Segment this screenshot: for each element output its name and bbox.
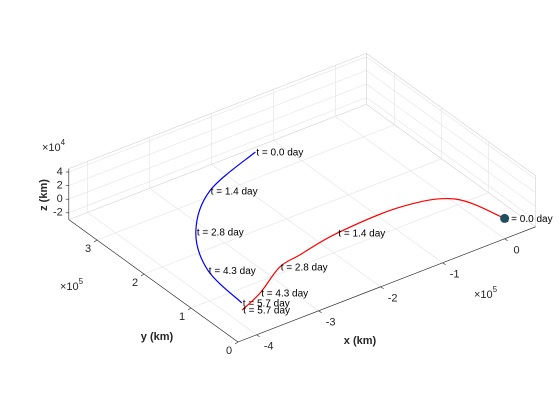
box-edge <box>68 104 367 220</box>
z-tick-label: 0 <box>57 193 63 205</box>
y-multiplier-exponent: 5 <box>79 277 84 286</box>
z-multiplier-base: ×10 <box>42 142 61 154</box>
grid-line <box>68 83 367 200</box>
y-tick-label: 1 <box>179 311 185 323</box>
z-tick-label: -2 <box>53 207 63 219</box>
x-tick-label: -3 <box>326 317 336 329</box>
grid-line <box>366 97 536 221</box>
time-label: t = 0.0 day <box>506 214 553 225</box>
z-multiplier-exponent: 4 <box>61 138 66 147</box>
x-axis-label: x (km) <box>344 335 377 347</box>
time-label: t = 1.4 day <box>211 187 258 198</box>
trajectory <box>195 151 256 304</box>
grid-line <box>68 97 367 214</box>
grid-line <box>96 124 395 241</box>
grid-line <box>143 158 442 275</box>
x-tick <box>256 334 260 338</box>
grid-line <box>366 56 536 180</box>
time-label: t = 4.3 day <box>261 289 308 300</box>
time-label: t = 5.7 day <box>243 306 290 317</box>
time-label: t = 2.8 day <box>197 228 244 239</box>
grid-line <box>190 192 489 309</box>
z-tick-label: 4 <box>57 166 63 178</box>
y-tick-label: 0 <box>226 345 232 357</box>
y-tick <box>234 341 239 345</box>
y-axis-label: y (km) <box>141 331 174 343</box>
y-tick-label: 2 <box>132 277 138 289</box>
x-tick <box>380 286 384 290</box>
earth-marker <box>500 213 510 223</box>
x-tick-label: -4 <box>264 341 274 353</box>
x-tick <box>318 310 322 314</box>
z-tick-label: 2 <box>57 180 63 192</box>
time-label: t = 4.3 day <box>209 266 256 277</box>
x-multiplier: ×105 <box>474 285 498 301</box>
box-edge <box>68 53 367 169</box>
y-tick-label: 3 <box>85 243 91 255</box>
grid-line <box>68 56 367 173</box>
x-tick-label: -2 <box>388 293 398 305</box>
x-tick <box>442 262 446 266</box>
x-axis-line <box>237 226 536 343</box>
y-tick <box>93 239 98 243</box>
y-tick <box>140 273 145 277</box>
x-tick-label: -1 <box>450 269 460 281</box>
time-label: t = 0.0 day <box>256 148 303 159</box>
y-axis-line <box>68 219 239 343</box>
x-multiplier-base: ×10 <box>474 289 493 301</box>
x-tick <box>504 238 508 242</box>
trajectory <box>241 197 505 311</box>
z-axis-label: z (km) <box>38 179 50 211</box>
x-multiplier-exponent: 5 <box>493 285 498 294</box>
grid-line <box>366 83 536 207</box>
x-tick-label: 0 <box>514 245 520 257</box>
y-multiplier-base: ×10 <box>60 281 79 293</box>
time-label: t = 1.4 day <box>338 229 385 240</box>
grid-line <box>366 70 536 194</box>
time-label: t = 2.8 day <box>281 263 328 274</box>
grid-line <box>68 70 367 186</box>
z-multiplier: ×104 <box>42 138 66 154</box>
y-multiplier: ×105 <box>60 277 84 293</box>
y-tick <box>187 307 192 311</box>
time-label: t = 5.7 day <box>243 299 290 310</box>
